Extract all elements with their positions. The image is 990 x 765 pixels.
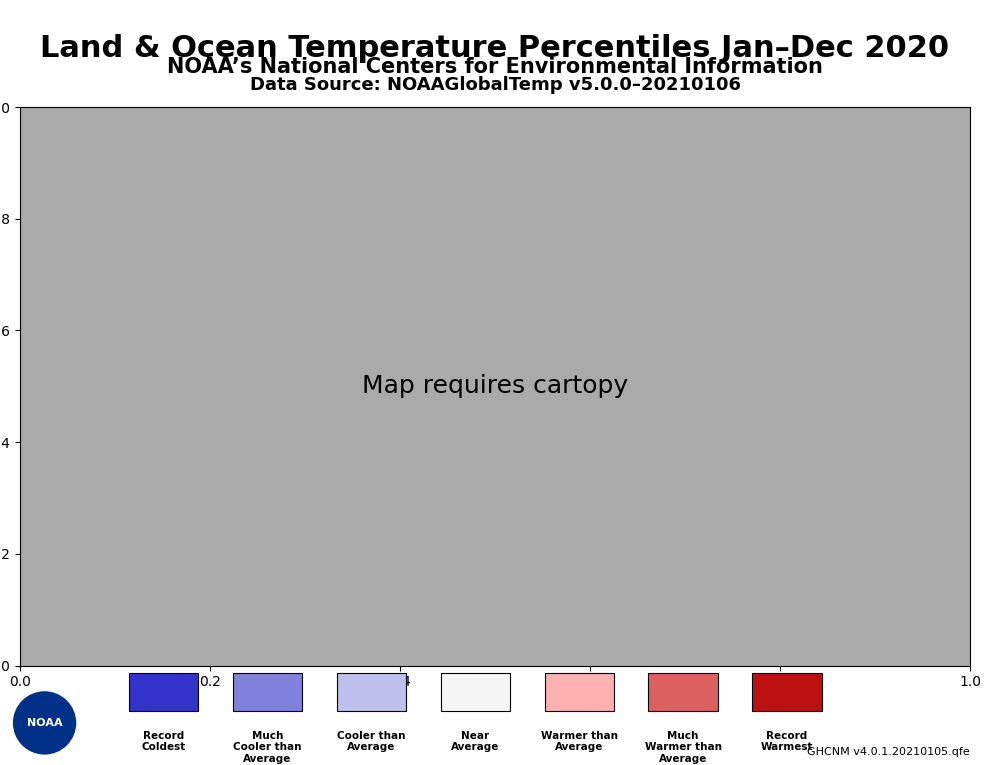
Text: Near
Average: Near Average xyxy=(451,731,499,752)
FancyBboxPatch shape xyxy=(129,673,198,711)
Circle shape xyxy=(14,692,75,754)
Text: Record
Coldest: Record Coldest xyxy=(142,731,185,752)
Text: Much
Warmer than
Average: Much Warmer than Average xyxy=(644,731,722,763)
Text: Record
Warmest: Record Warmest xyxy=(760,731,814,752)
FancyBboxPatch shape xyxy=(648,673,718,711)
Text: Much
Cooler than
Average: Much Cooler than Average xyxy=(233,731,302,763)
FancyBboxPatch shape xyxy=(337,673,406,711)
FancyBboxPatch shape xyxy=(441,673,510,711)
Text: Data Source: NOAAGlobalTemp v5.0.0–20210106: Data Source: NOAAGlobalTemp v5.0.0–20210… xyxy=(249,76,741,95)
FancyBboxPatch shape xyxy=(544,673,614,711)
Text: NOAA: NOAA xyxy=(27,718,62,728)
Text: Cooler than
Average: Cooler than Average xyxy=(337,731,406,752)
Text: NOAA’s National Centers for Environmental Information: NOAA’s National Centers for Environmenta… xyxy=(167,57,823,77)
Text: Map requires cartopy: Map requires cartopy xyxy=(362,374,628,399)
FancyBboxPatch shape xyxy=(752,673,822,711)
Text: Warmer than
Average: Warmer than Average xyxy=(541,731,618,752)
Text: Land & Ocean Temperature Percentiles Jan–Dec 2020: Land & Ocean Temperature Percentiles Jan… xyxy=(41,34,949,63)
FancyBboxPatch shape xyxy=(233,673,302,711)
Text: GHCNM v4.0.1.20210105.qfe: GHCNM v4.0.1.20210105.qfe xyxy=(808,747,970,757)
